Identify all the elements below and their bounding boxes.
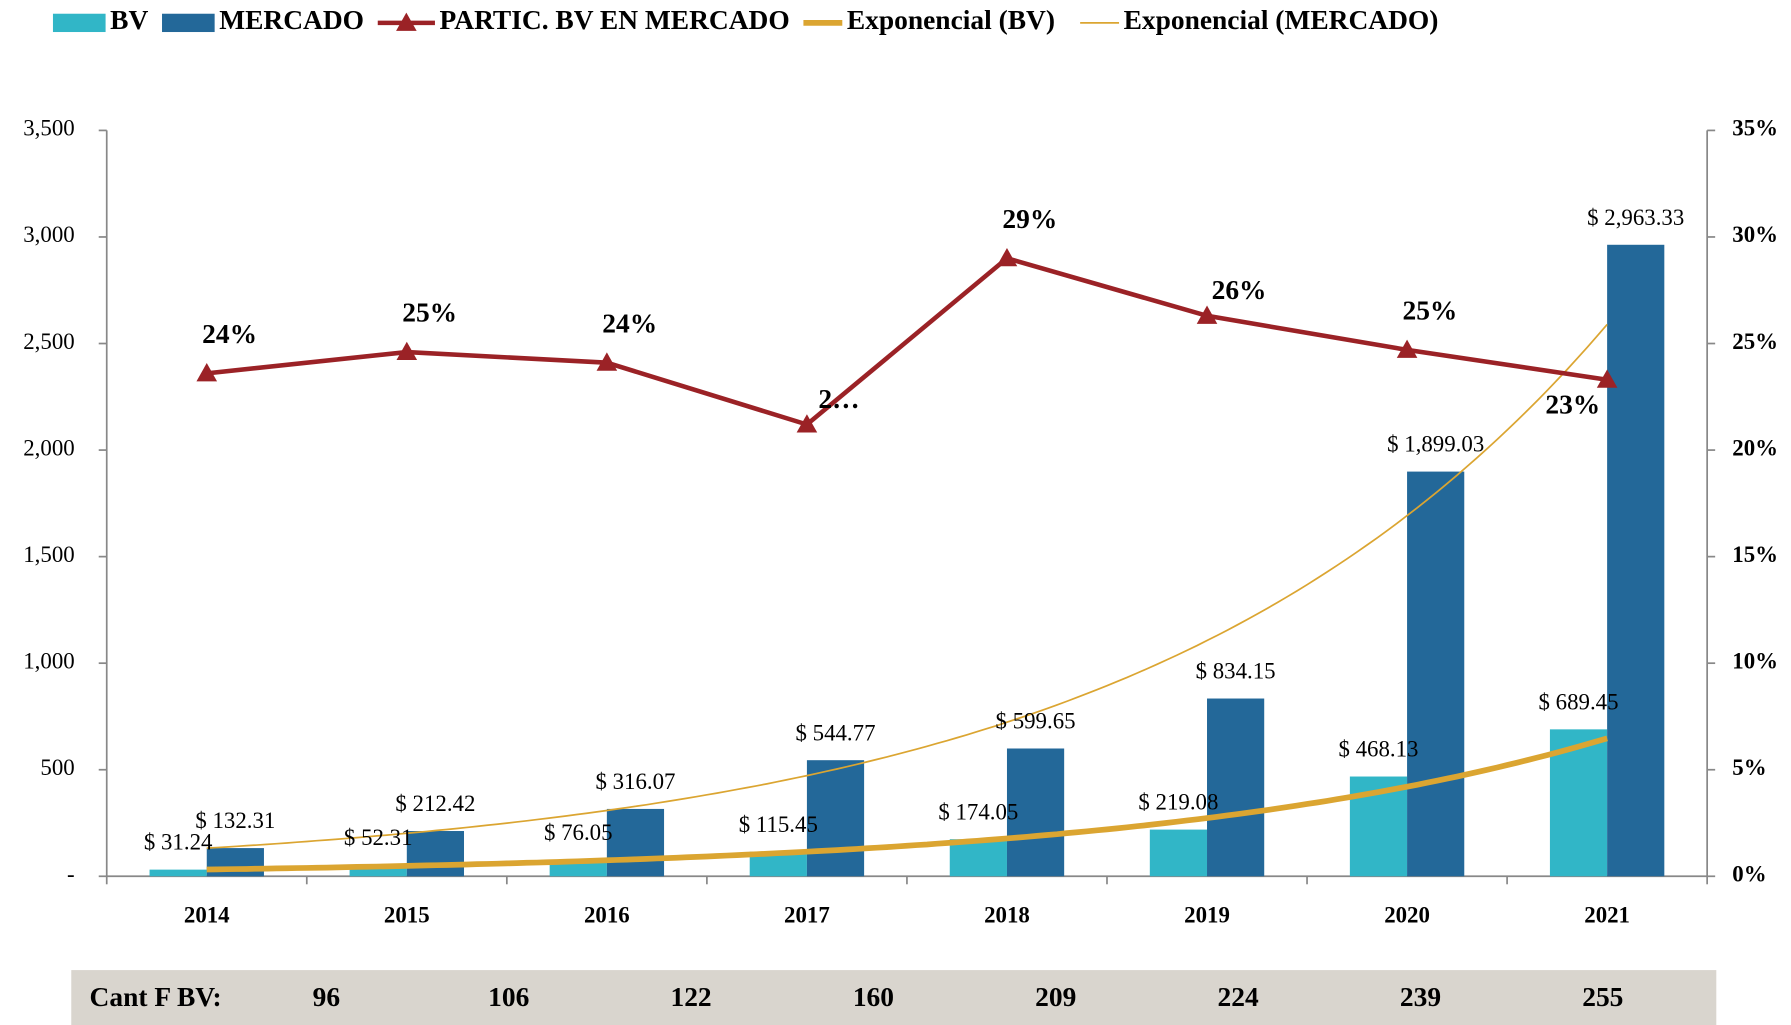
line-marker <box>1196 305 1218 324</box>
table-label: Cant F BV: <box>90 982 222 1012</box>
data-label: $ 132.31 <box>195 808 275 833</box>
table-value: 160 <box>853 982 894 1012</box>
line-data-label: 24% <box>602 308 657 338</box>
data-label: $ 52.31 <box>344 825 413 850</box>
table-value: 209 <box>1035 982 1076 1012</box>
data-label: $ 689.45 <box>1539 689 1619 714</box>
data-label: $ 219.08 <box>1138 790 1218 815</box>
y2-tick-label: 30% <box>1732 222 1778 247</box>
data-label: $ 1,899.03 <box>1387 432 1484 457</box>
x-tick-label: 2020 <box>1384 903 1430 928</box>
table-value: 96 <box>313 982 340 1012</box>
data-label: $ 2,963.33 <box>1587 205 1684 230</box>
data-label: $ 174.05 <box>938 799 1018 824</box>
line-marker <box>796 414 818 433</box>
data-label: $ 468.13 <box>1338 737 1418 762</box>
data-label: $ 834.15 <box>1196 659 1276 684</box>
bar <box>149 869 207 877</box>
table-value: 106 <box>488 982 529 1012</box>
y2-tick-label: 25% <box>1732 329 1778 354</box>
line-marker <box>1396 339 1418 358</box>
x-tick-label: 2015 <box>384 903 430 928</box>
table-value: 239 <box>1400 982 1441 1012</box>
table-band <box>71 970 1717 1025</box>
line-marker <box>396 341 418 361</box>
x-tick-label: 2018 <box>984 903 1030 928</box>
data-label: $ 76.05 <box>544 820 613 845</box>
line-data-label: 2… <box>818 384 859 414</box>
trendline <box>206 323 1608 849</box>
line-marker <box>196 363 218 382</box>
bar <box>1607 244 1665 877</box>
y2-tick-label: 15% <box>1732 542 1778 567</box>
x-tick-label: 2017 <box>784 903 830 928</box>
bar <box>1207 698 1265 877</box>
line-data-label: 24% <box>202 319 257 349</box>
y2-tick-label: 20% <box>1732 435 1778 460</box>
line-marker <box>996 247 1018 267</box>
data-label: $ 599.65 <box>996 709 1076 734</box>
legend-label: Exponencial (BV) <box>847 5 1055 35</box>
line-marker <box>1596 369 1618 388</box>
bar <box>606 808 665 877</box>
legend-swatch <box>52 13 106 33</box>
line-data-label: 25% <box>402 298 457 328</box>
y-tick-label: 3,000 <box>23 222 74 247</box>
data-label: $ 544.77 <box>796 720 876 745</box>
table-value: 122 <box>670 982 711 1012</box>
table-value: 255 <box>1582 982 1623 1012</box>
y-tick-label: 3,500 <box>23 116 74 141</box>
bar <box>1006 748 1065 877</box>
data-label: $ 115.45 <box>739 812 818 837</box>
y-tick-label: 500 <box>40 755 74 780</box>
x-tick-label: 2021 <box>1584 903 1630 928</box>
legend-swatch <box>162 13 215 33</box>
legend-label: MERCADO <box>219 5 364 35</box>
line-data-label: 26% <box>1212 275 1267 305</box>
trendline <box>206 735 1608 873</box>
bar <box>949 839 1007 877</box>
table-value: 224 <box>1218 982 1259 1012</box>
x-tick-label: 2016 <box>584 903 630 928</box>
data-label: $ 316.07 <box>595 769 675 794</box>
x-tick-label: 2014 <box>184 903 230 928</box>
y-tick-label: 1,500 <box>23 542 74 567</box>
line-marker <box>596 352 618 371</box>
data-label: $ 31.24 <box>144 830 213 855</box>
data-label: $ 212.42 <box>395 791 475 816</box>
line-data-label: 25% <box>1403 296 1458 326</box>
y-tick-label: - <box>67 862 75 887</box>
bar <box>349 865 407 877</box>
y2-tick-label: 10% <box>1732 648 1778 673</box>
y2-tick-label: 35% <box>1732 116 1778 141</box>
y2-tick-label: 5% <box>1732 755 1766 780</box>
legend-label: BV <box>110 5 148 35</box>
y-tick-label: 2,000 <box>23 435 74 460</box>
bar <box>806 760 865 877</box>
line-data-label: 29% <box>1002 204 1057 234</box>
x-tick-label: 2019 <box>1184 903 1230 928</box>
y-tick-label: 2,500 <box>23 329 74 354</box>
y2-tick-label: 0% <box>1732 862 1766 887</box>
bar <box>406 831 465 877</box>
legend-label: Exponencial (MERCADO) <box>1124 5 1439 35</box>
y-tick-label: 1,000 <box>23 648 74 673</box>
bar <box>1407 471 1465 877</box>
legend-marker <box>396 12 417 31</box>
line <box>206 255 1608 428</box>
bar <box>1149 829 1208 877</box>
line-data-label: 23% <box>1545 389 1600 419</box>
legend-label: PARTIC. BV EN MERCADO <box>440 5 790 35</box>
